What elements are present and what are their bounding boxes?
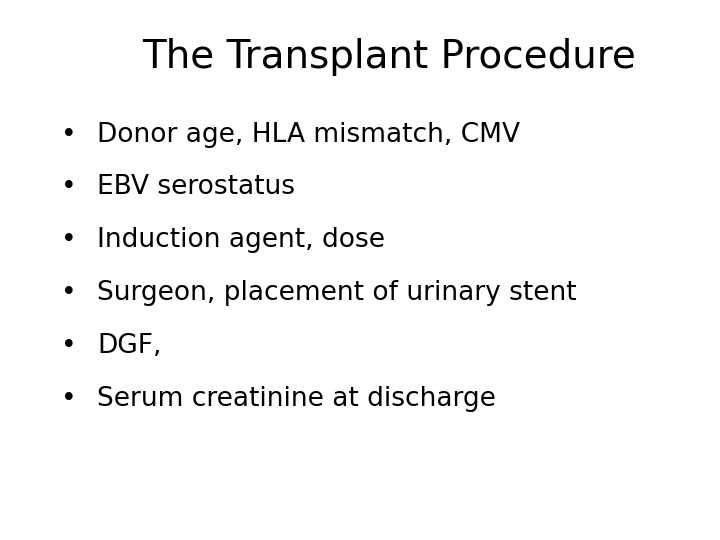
Text: Serum creatinine at discharge: Serum creatinine at discharge — [97, 386, 496, 412]
Text: Induction agent, dose: Induction agent, dose — [97, 227, 385, 253]
Text: •: • — [60, 333, 76, 359]
Text: EBV serostatus: EBV serostatus — [97, 174, 295, 200]
Text: •: • — [60, 122, 76, 147]
Text: •: • — [60, 280, 76, 306]
Text: •: • — [60, 174, 76, 200]
Text: •: • — [60, 227, 76, 253]
Text: The Transplant Procedure: The Transplant Procedure — [142, 38, 636, 76]
Text: DGF,: DGF, — [97, 333, 162, 359]
Text: Surgeon, placement of urinary stent: Surgeon, placement of urinary stent — [97, 280, 577, 306]
Text: •: • — [60, 386, 76, 412]
Text: Donor age, HLA mismatch, CMV: Donor age, HLA mismatch, CMV — [97, 122, 521, 147]
